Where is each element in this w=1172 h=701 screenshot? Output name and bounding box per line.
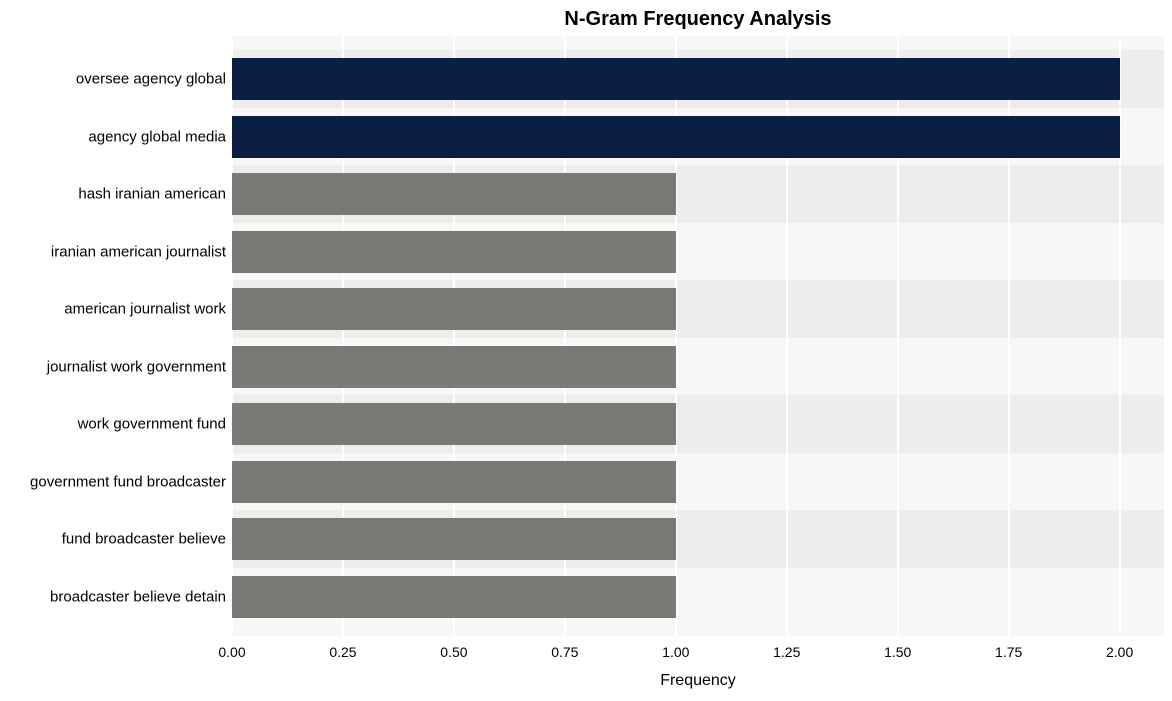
bar — [232, 58, 1120, 100]
plot-area — [232, 36, 1164, 636]
x-tick-label: 0.00 — [218, 644, 245, 660]
x-tick-label: 0.75 — [551, 644, 578, 660]
bar — [232, 461, 676, 503]
bar — [232, 403, 676, 445]
x-tick-label: 1.00 — [662, 644, 689, 660]
y-tick-label: fund broadcaster believe — [0, 531, 226, 548]
x-tick-label: 1.25 — [773, 644, 800, 660]
bar — [232, 346, 676, 388]
bar — [232, 576, 676, 618]
bar — [232, 231, 676, 273]
x-tick-label: 0.50 — [440, 644, 467, 660]
y-tick-label: american journalist work — [0, 301, 226, 318]
ngram-frequency-chart: N-Gram Frequency Analysis oversee agency… — [0, 0, 1172, 701]
y-tick-label: journalist work government — [0, 358, 226, 375]
y-tick-label: hash iranian american — [0, 186, 226, 203]
bar — [232, 288, 676, 330]
y-tick-label: government fund broadcaster — [0, 473, 226, 490]
x-axis-label: Frequency — [232, 672, 1164, 690]
y-tick-label: iranian american journalist — [0, 243, 226, 260]
bar — [232, 518, 676, 560]
x-tick-label: 0.25 — [329, 644, 356, 660]
x-tick-label: 2.00 — [1106, 644, 1133, 660]
bar — [232, 173, 676, 215]
x-tick-label: 1.75 — [995, 644, 1022, 660]
y-tick-label: broadcaster believe detain — [0, 588, 226, 605]
chart-title: N-Gram Frequency Analysis — [232, 8, 1164, 31]
x-tick-label: 1.50 — [884, 644, 911, 660]
bar — [232, 116, 1120, 158]
y-tick-label: oversee agency global — [0, 71, 226, 88]
y-tick-label: work government fund — [0, 416, 226, 433]
y-tick-label: agency global media — [0, 128, 226, 145]
